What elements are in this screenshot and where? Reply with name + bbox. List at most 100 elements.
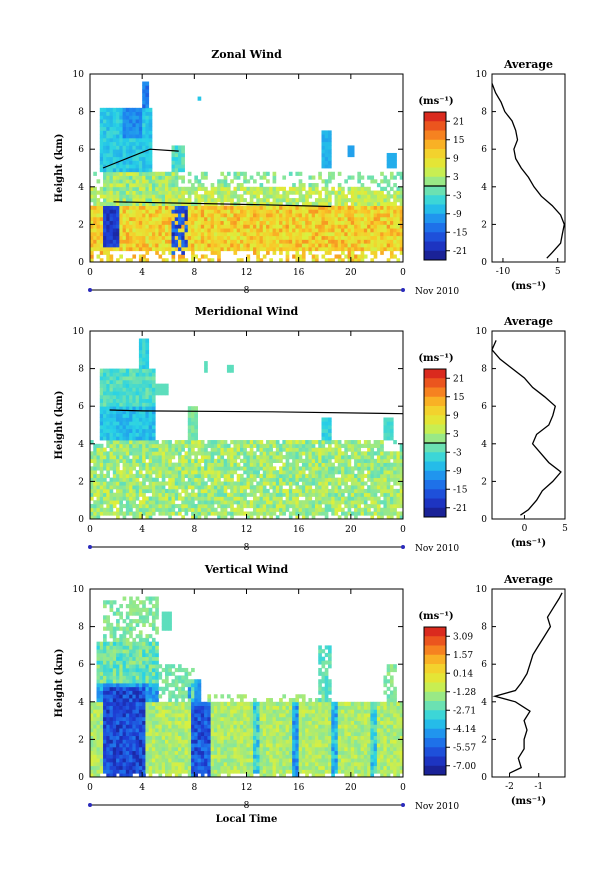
heatmap-cell xyxy=(119,773,123,778)
heatmap-cell xyxy=(96,652,101,658)
heatmap-cell xyxy=(138,406,143,411)
heatmap-cell xyxy=(210,239,215,244)
heatmap-cell xyxy=(256,511,260,516)
heatmap-cell xyxy=(210,235,215,240)
heatmap-cell xyxy=(282,443,287,448)
colorbar-segment xyxy=(424,232,446,242)
heatmap-cell xyxy=(132,145,137,150)
heatmap-cell xyxy=(197,258,202,263)
heatmap-cell xyxy=(109,455,114,460)
heatmap-cell xyxy=(373,201,378,206)
heatmap-cell xyxy=(318,462,322,467)
heatmap-cell xyxy=(125,258,130,263)
heatmap-cell xyxy=(96,190,101,195)
heatmap-cell xyxy=(151,220,156,225)
heatmap-cell xyxy=(109,201,114,206)
average-y-tick-label: 10 xyxy=(476,327,488,337)
heatmap-cell xyxy=(292,239,296,244)
heatmap-cell xyxy=(259,224,264,229)
heatmap-cell xyxy=(331,228,335,233)
heatmap-cell xyxy=(151,436,156,441)
heatmap-cell xyxy=(262,246,267,252)
heatmap-cell xyxy=(373,485,378,490)
heatmap-cell xyxy=(328,134,332,139)
heatmap-cell xyxy=(106,190,110,195)
heatmap-cell xyxy=(148,432,153,437)
heatmap-cell xyxy=(116,515,120,520)
heatmap-cell xyxy=(112,720,117,725)
heatmap-cell xyxy=(350,440,355,445)
heatmap-cell xyxy=(226,205,231,210)
heatmap-cell xyxy=(282,511,287,516)
heatmap-cell xyxy=(99,728,104,733)
heatmap-cell xyxy=(138,134,143,139)
heatmap-cell xyxy=(116,626,120,631)
heatmap-cell xyxy=(347,213,352,218)
heatmap-cell xyxy=(151,492,156,497)
heatmap-cell xyxy=(279,447,283,452)
heatmap-cell xyxy=(337,231,342,237)
heatmap-cell xyxy=(380,451,384,456)
heatmap-cell xyxy=(158,231,163,237)
heatmap-cell xyxy=(109,656,114,661)
heatmap-cell xyxy=(347,447,352,452)
heatmap-cell xyxy=(151,246,156,252)
heatmap-cell xyxy=(132,164,137,169)
heatmap-cell xyxy=(373,481,378,486)
heatmap-cell xyxy=(266,220,270,225)
heatmap-cell xyxy=(158,473,163,479)
heatmap-cell xyxy=(142,168,146,173)
heatmap-cell xyxy=(93,720,97,725)
heatmap-cell xyxy=(129,183,133,188)
heatmap-cell xyxy=(344,220,348,225)
heatmap-cell xyxy=(295,455,300,460)
heatmap-cell xyxy=(272,477,277,482)
heatmap-cell xyxy=(207,190,212,195)
heatmap-cell xyxy=(93,171,97,176)
heatmap-cell xyxy=(305,492,309,497)
heatmap-cell xyxy=(145,455,150,460)
heatmap-cell xyxy=(399,470,404,475)
heatmap-cell xyxy=(122,406,127,411)
heatmap-cell xyxy=(213,488,218,494)
heatmap-cell xyxy=(125,496,130,501)
heatmap-cell xyxy=(103,111,107,116)
heatmap-cell xyxy=(116,720,120,725)
heatmap-cell xyxy=(223,503,228,509)
heatmap-cell xyxy=(239,239,244,244)
heatmap-cell xyxy=(210,243,215,248)
heatmap-cell xyxy=(168,511,172,516)
heatmap-cell xyxy=(217,470,221,475)
heatmap-cell xyxy=(324,198,329,203)
heatmap-cell xyxy=(266,246,270,252)
heatmap-cell xyxy=(282,473,287,479)
heatmap-cell xyxy=(197,470,202,475)
heatmap-cell xyxy=(337,515,342,520)
heatmap-cell xyxy=(311,186,316,191)
heatmap-cell xyxy=(282,470,287,475)
heatmap-cell xyxy=(213,458,218,463)
heatmap-cell xyxy=(344,440,348,445)
heatmap-cell xyxy=(109,731,114,737)
heatmap-cell xyxy=(292,243,296,248)
heatmap-cell xyxy=(109,500,114,505)
heatmap-cell xyxy=(151,224,156,229)
heatmap-cell xyxy=(246,179,251,184)
heatmap-cell xyxy=(347,440,352,445)
heatmap-cell xyxy=(236,220,241,225)
heatmap-cell xyxy=(204,194,208,199)
heatmap-cell xyxy=(210,250,215,255)
heatmap-cell xyxy=(275,235,280,240)
heatmap-cell xyxy=(262,515,267,520)
heatmap-cell xyxy=(132,421,137,426)
heatmap-cell xyxy=(119,761,123,767)
heatmap-cell xyxy=(305,443,309,448)
heatmap-cell xyxy=(135,511,140,516)
heatmap-cell xyxy=(314,440,319,445)
heatmap-cell xyxy=(279,224,283,229)
heatmap-cell xyxy=(223,243,228,248)
heatmap-cell xyxy=(116,421,120,426)
heatmap-cell xyxy=(158,220,163,225)
heatmap-cell xyxy=(347,228,352,233)
heatmap-cell xyxy=(204,198,208,203)
